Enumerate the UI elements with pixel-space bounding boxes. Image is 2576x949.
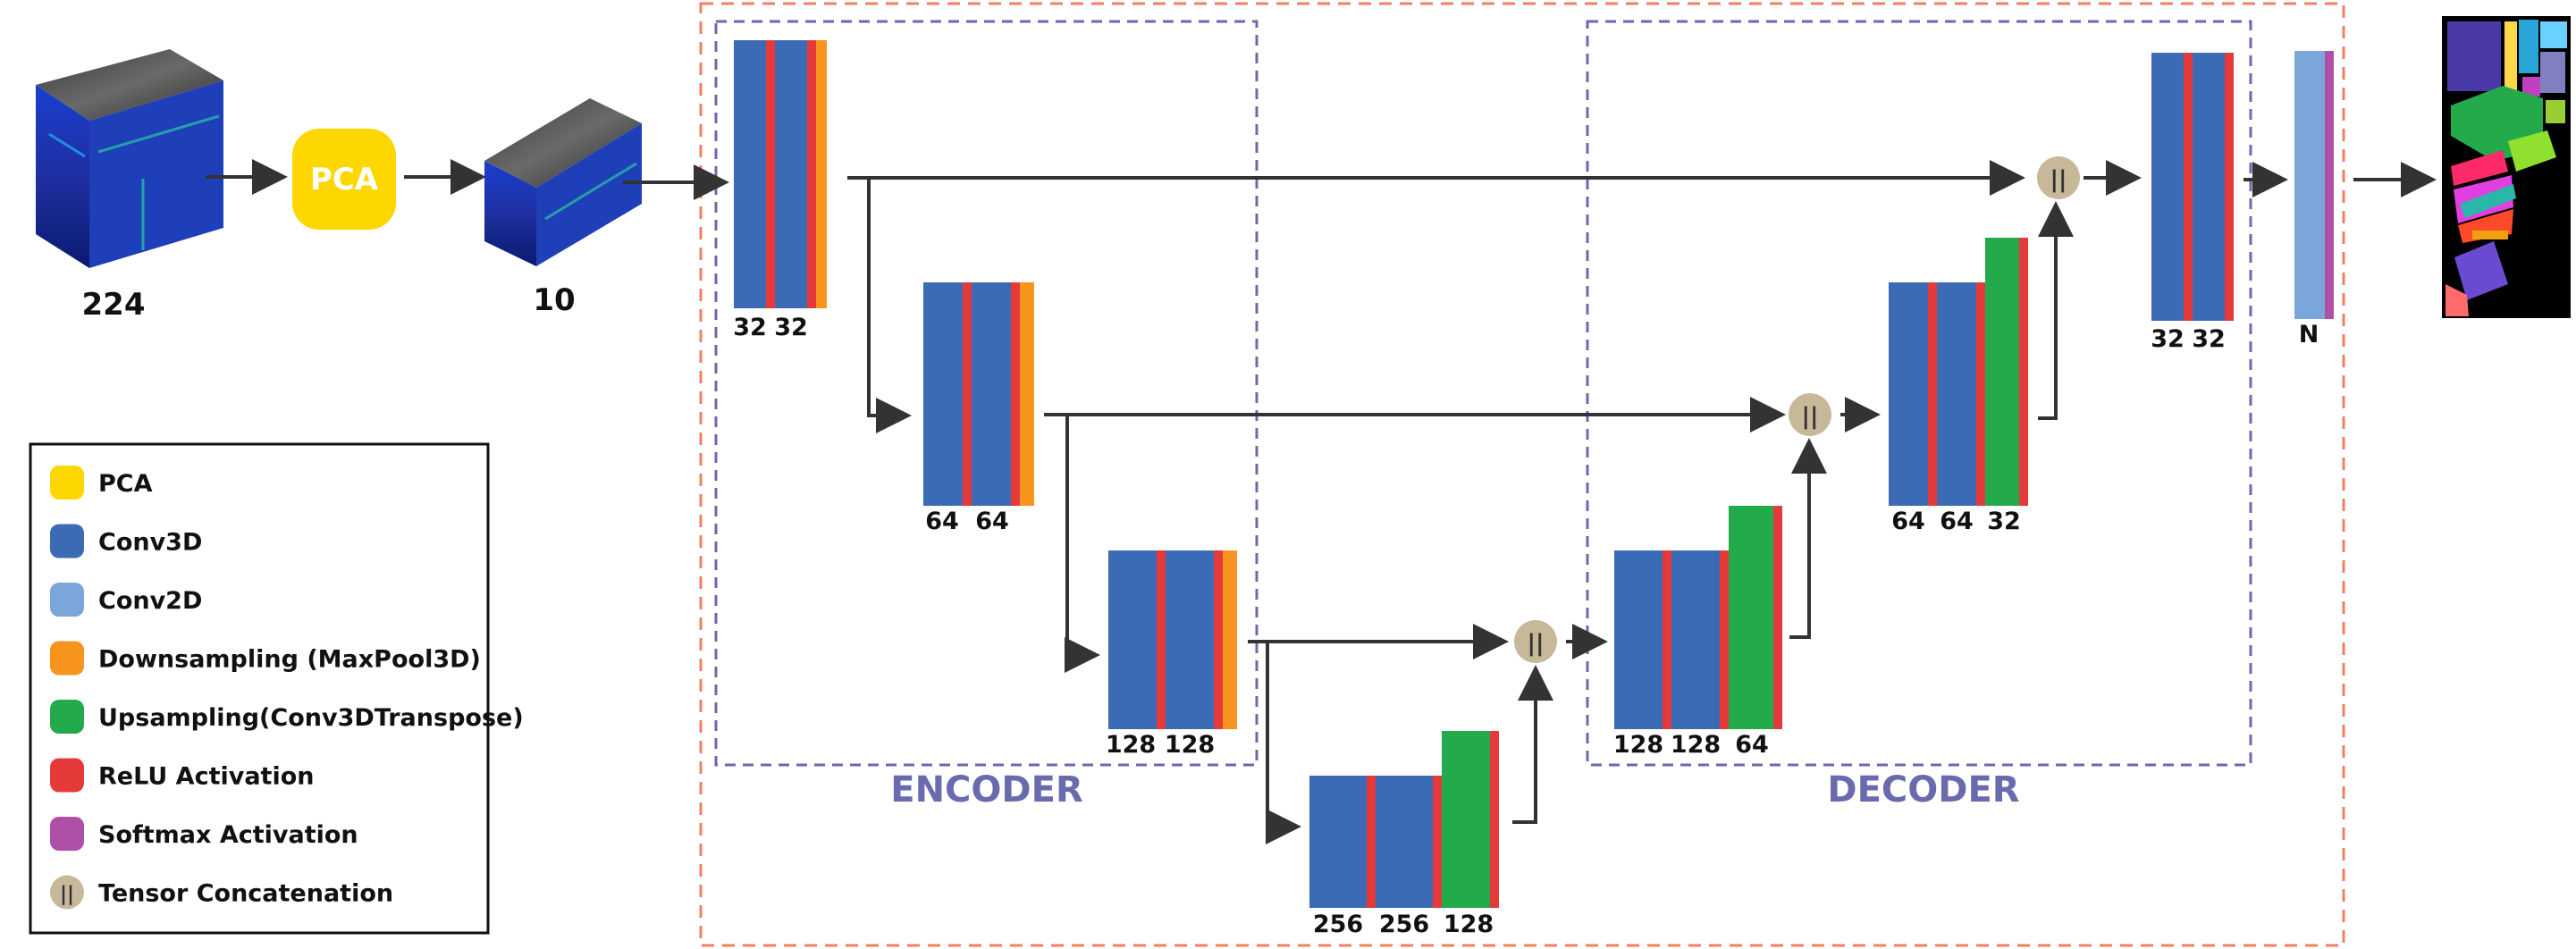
legend-swatch <box>50 466 84 500</box>
legend-item: || Tensor Concatenation <box>50 875 393 910</box>
arrow-enc2-to-enc3 <box>1065 415 1100 673</box>
legend-box <box>29 442 490 935</box>
legend-concat-icon <box>50 875 84 910</box>
legend-label: Tensor Concatenation <box>98 880 393 908</box>
encoder-block-1 <box>734 40 827 308</box>
legend-label: Softmax Activation <box>98 821 358 849</box>
dec1-label-2: 32 <box>2192 325 2226 353</box>
concat-node-1: || <box>2037 156 2080 199</box>
legend-label: Upsampling(Conv3DTranspose) <box>98 704 524 732</box>
bottleneck-block <box>1309 731 1499 908</box>
legend-swatch <box>50 524 84 558</box>
legend-label: ReLU Activation <box>98 763 314 791</box>
legend-swatch <box>50 583 84 617</box>
legend-swatch <box>50 700 84 734</box>
legend-concat-symbol: || <box>60 884 74 906</box>
encoder-title: ENCODER <box>890 769 1083 810</box>
classification-map-image <box>2442 16 2571 318</box>
legend-item: Softmax Activation <box>50 817 358 851</box>
arrow-enc1-to-enc2 <box>867 178 912 433</box>
outer-frame <box>699 2 2345 947</box>
decoder-title: DECODER <box>1827 769 2019 810</box>
enc3-label-1: 128 <box>1106 731 1156 759</box>
encoder-frame <box>714 20 1259 767</box>
svg-text:||: || <box>2050 166 2067 193</box>
dec3-label-1: 128 <box>1613 731 1663 759</box>
legend-item: Upsampling(Conv3DTranspose) <box>50 700 524 734</box>
pca-block-label: PCA <box>310 162 379 197</box>
encoder-block-2 <box>923 282 1034 506</box>
dec1-label-1: 32 <box>2151 325 2185 353</box>
enc1-label-1: 32 <box>733 314 767 341</box>
legend-label: PCA <box>98 470 153 498</box>
legend-item: Downsampling (MaxPool3D) <box>50 641 481 676</box>
arrow-dec2-to-concat1 <box>2038 201 2074 420</box>
legend-item: PCA <box>50 466 153 500</box>
pca-block <box>292 129 396 230</box>
output-block <box>2294 51 2334 319</box>
svg-text:||: || <box>1528 630 1545 657</box>
encoder-block-3 <box>1108 550 1237 729</box>
original-bands-label: 224 <box>82 287 146 323</box>
input-cube-image <box>36 49 223 268</box>
dec2-label-2: 64 <box>1940 508 1974 535</box>
decoder-block-1 <box>2151 53 2234 321</box>
bottleneck-label-2: 256 <box>1379 911 1429 938</box>
enc2-label-1: 64 <box>925 508 959 535</box>
decoder-block-3 <box>1614 506 1782 729</box>
legend-label: Downsampling (MaxPool3D) <box>98 646 481 674</box>
concat-node-3: || <box>1514 620 1557 663</box>
dec2-label-3: 32 <box>1987 508 2021 535</box>
decoder-frame <box>1586 20 2252 767</box>
dec3-label-2: 128 <box>1671 731 1721 759</box>
enc2-label-2: 64 <box>975 508 1009 535</box>
concat-node-2: || <box>1789 393 1831 436</box>
legend-item: ReLU Activation <box>50 758 314 793</box>
enc3-label-2: 128 <box>1165 731 1215 759</box>
legend-swatch <box>50 817 84 851</box>
legend-label: Conv2D <box>98 587 202 615</box>
legend-item: Conv3D <box>50 524 202 558</box>
enc1-label-2: 32 <box>774 314 808 341</box>
dec2-label-1: 64 <box>1891 508 1925 535</box>
output-label: N <box>2299 321 2319 349</box>
arrow-dec3-to-concat2 <box>1789 438 1827 639</box>
arrow-bottleneck-to-concat3 <box>1512 665 1553 824</box>
svg-text:||: || <box>1802 403 1819 430</box>
arrow-enc3-to-bottleneck <box>1266 642 1301 844</box>
dec3-label-3: 64 <box>1735 731 1769 759</box>
reduced-cube-image <box>484 98 642 266</box>
bottleneck-label-1: 256 <box>1313 911 1363 938</box>
reduced-bands-label: 10 <box>533 282 575 318</box>
legend: PCA Conv3D Conv2D Downsampling (MaxPool3D) U… <box>50 466 524 910</box>
decoder-block-2 <box>1889 238 2028 506</box>
legend-label: Conv3D <box>98 529 202 557</box>
legend-item: Conv2D <box>50 583 202 617</box>
bottleneck-label-3: 128 <box>1444 911 1494 938</box>
legend-swatch <box>50 641 84 676</box>
legend-swatch <box>50 758 84 793</box>
